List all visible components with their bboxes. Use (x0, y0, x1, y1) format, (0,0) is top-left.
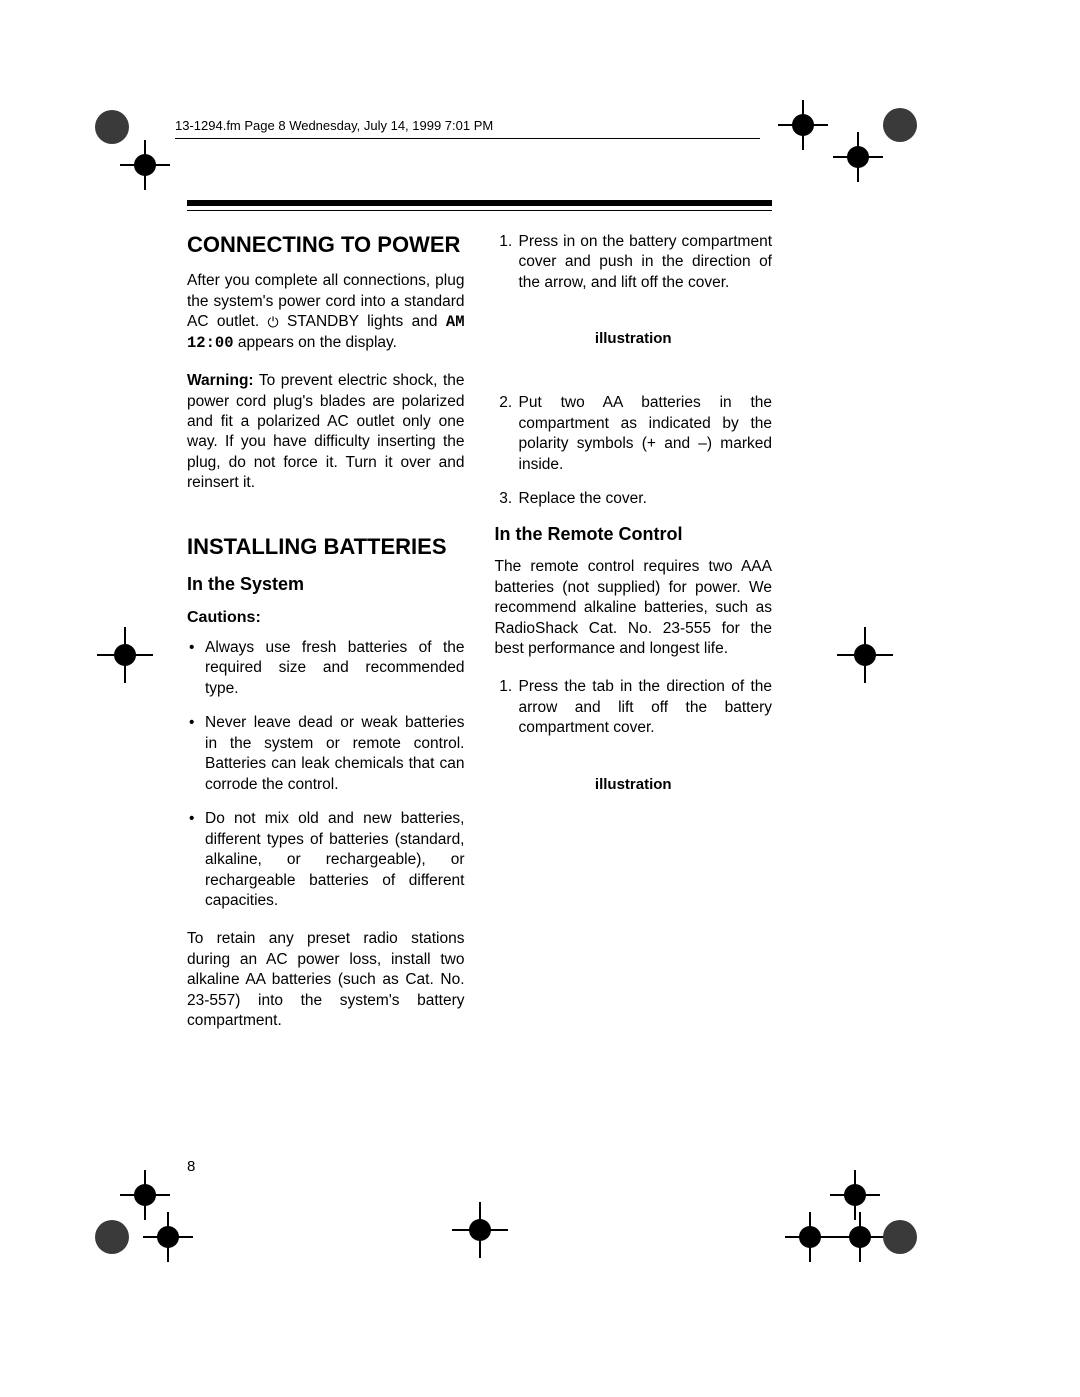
content-rule-thin (187, 210, 772, 211)
content-columns: CONNECTING TO POWER After you complete a… (187, 232, 772, 1050)
list-item: Press the tab in the direction of the ar… (517, 677, 773, 738)
system-steps-cont: Put two AA batteries in the compartment … (495, 393, 773, 509)
subheading-system: In the System (187, 573, 465, 597)
reg-mark-top-left (90, 105, 180, 195)
power-icon: ⏻ (268, 314, 279, 330)
reg-mark-right-mid (835, 625, 895, 685)
page-number: 8 (187, 1158, 195, 1175)
heading-installing: INSTALLING BATTERIES (187, 534, 465, 559)
meta-rule (175, 138, 760, 139)
right-column: Press in on the battery compartment cove… (495, 232, 773, 1050)
left-column: CONNECTING TO POWER After you complete a… (187, 232, 465, 1050)
content-rule-thick (187, 200, 772, 206)
cautions-list: Always use fresh batteries of the requir… (187, 638, 465, 911)
remote-steps: Press the tab in the direction of the ar… (495, 677, 773, 738)
list-item: Replace the cover. (517, 489, 773, 509)
reg-mark-top-right (778, 95, 918, 185)
illustration-placeholder: illustration (495, 775, 773, 795)
para-retain: To retain any preset radio stations duri… (187, 929, 465, 1031)
subheading-remote: In the Remote Control (495, 523, 773, 547)
reg-mark-left-mid (95, 625, 155, 685)
list-item: Press in on the battery compartment cove… (517, 232, 773, 293)
reg-mark-bottom-left (90, 1165, 200, 1275)
list-item: Put two AA batteries in the compartment … (517, 393, 773, 475)
list-item: Always use fresh batteries of the requir… (205, 638, 465, 699)
system-steps: Press in on the battery compartment cove… (495, 232, 773, 293)
reg-mark-bottom-right (770, 1165, 920, 1275)
para-warning: Warning: To prevent electric shock, the … (187, 371, 465, 494)
warning-label: Warning: (187, 372, 254, 389)
illustration-placeholder: illustration (495, 329, 773, 349)
para-remote: The remote control requires two AAA batt… (495, 557, 773, 659)
heading-connecting: CONNECTING TO POWER (187, 232, 465, 257)
reg-mark-bottom-center (450, 1200, 510, 1260)
para-after-connect: After you complete all connections, plug… (187, 271, 465, 353)
cautions-label: Cautions: (187, 607, 465, 628)
doc-meta-line: 13-1294.fm Page 8 Wednesday, July 14, 19… (175, 118, 493, 133)
list-item: Never leave dead or weak batteries in th… (205, 713, 465, 795)
page: 13-1294.fm Page 8 Wednesday, July 14, 19… (0, 0, 1080, 1397)
list-item: Do not mix old and new batteries, differ… (205, 809, 465, 911)
